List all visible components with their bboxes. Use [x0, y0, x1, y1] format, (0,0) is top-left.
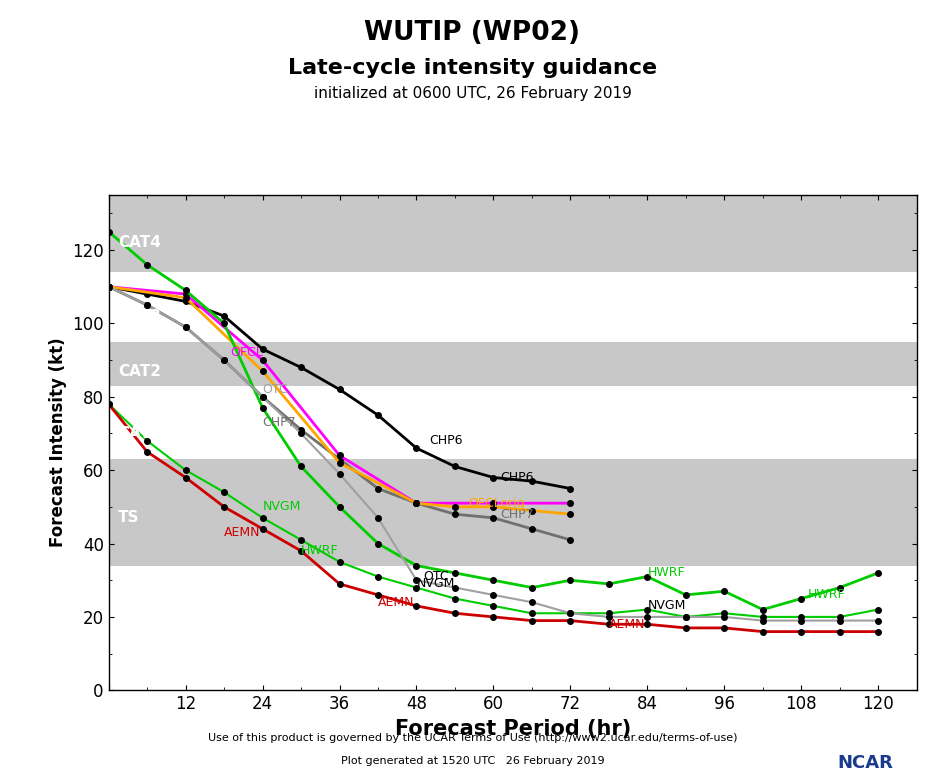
Text: CHP6: CHP6: [429, 434, 463, 447]
Text: Plot generated at 1520 UTC   26 February 2019: Plot generated at 1520 UTC 26 February 2…: [341, 756, 603, 766]
Text: CAT3: CAT3: [118, 309, 161, 324]
Text: NVGM: NVGM: [416, 577, 454, 590]
Text: CHP7: CHP7: [262, 416, 295, 429]
Bar: [109, 459, 916, 566]
X-axis label: Forecast Period (hr): Forecast Period (hr): [394, 718, 631, 739]
Text: HWRF: HWRF: [301, 544, 338, 558]
Bar: [109, 195, 916, 272]
Text: NVGM: NVGM: [262, 500, 300, 513]
Text: HWRF: HWRF: [647, 566, 684, 580]
Text: WUTIP (WP02): WUTIP (WP02): [364, 20, 580, 45]
Text: Late-cycle intensity guidance: Late-cycle intensity guidance: [288, 58, 656, 79]
Text: OTC: OTC: [262, 383, 288, 396]
Bar: [109, 569, 916, 690]
Bar: [109, 389, 916, 456]
Text: initialized at 0600 UTC, 26 February 2019: initialized at 0600 UTC, 26 February 201…: [313, 86, 631, 101]
Text: AEMN: AEMN: [378, 596, 414, 608]
Text: NVGM: NVGM: [647, 599, 685, 612]
Text: OTC: OTC: [422, 570, 448, 583]
Bar: [109, 275, 916, 338]
Text: CHP6: CHP6: [499, 471, 532, 484]
Text: OFCL: OFCL: [230, 346, 263, 360]
Y-axis label: Forecast Intensity (kt): Forecast Intensity (kt): [48, 338, 66, 548]
Text: CAT1: CAT1: [118, 426, 160, 441]
Text: CHP7: CHP7: [499, 508, 533, 521]
Text: Use of this product is governed by the UCAR Terms of Use (http://www2.ucar.edu/t: Use of this product is governed by the U…: [208, 732, 736, 743]
Text: NCAR: NCAR: [836, 754, 892, 772]
Text: AEMN: AEMN: [224, 526, 261, 539]
Text: AEMN: AEMN: [608, 618, 645, 631]
Text: TS: TS: [118, 510, 140, 526]
Bar: [109, 342, 916, 386]
Text: HWRF: HWRF: [807, 588, 844, 601]
Text: OFCLorig: OFCLorig: [467, 497, 524, 509]
Text: CAT2: CAT2: [118, 363, 161, 378]
Text: CAT4: CAT4: [118, 236, 161, 250]
